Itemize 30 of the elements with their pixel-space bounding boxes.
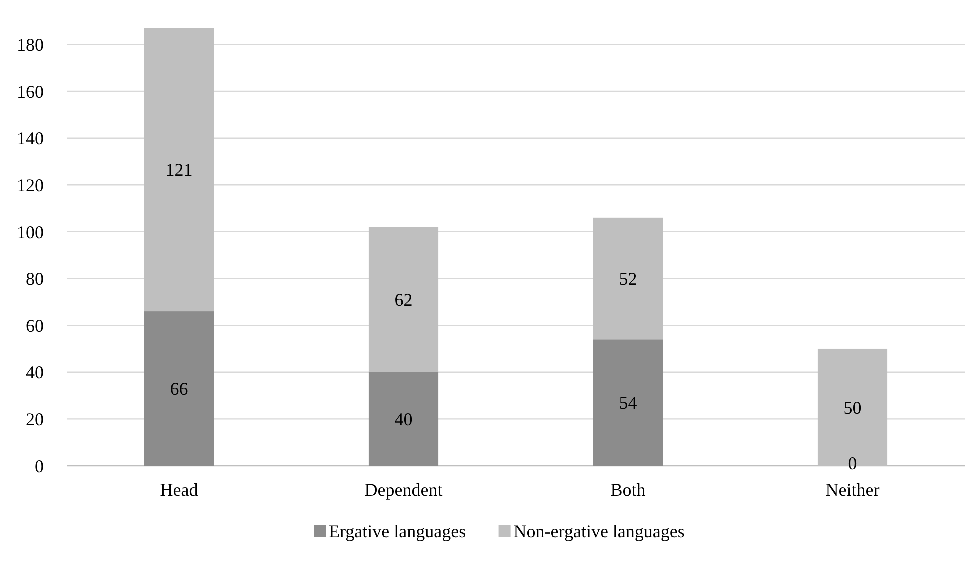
y-tick-label: 60 bbox=[26, 316, 44, 336]
y-tick-label: 140 bbox=[17, 128, 44, 149]
y-tick-label: 0 bbox=[35, 456, 44, 476]
y-tick-label: 40 bbox=[26, 362, 44, 383]
x-tick-label: Head bbox=[160, 480, 198, 500]
legend-label: Non-ergative languages bbox=[514, 521, 685, 542]
bar bbox=[368, 372, 439, 466]
data-label: 50 bbox=[844, 398, 862, 418]
y-tick-label: 80 bbox=[26, 269, 44, 290]
data-label: 62 bbox=[394, 290, 413, 310]
bar bbox=[593, 340, 664, 466]
data-label: 66 bbox=[170, 379, 188, 400]
y-tick-label: 180 bbox=[17, 35, 44, 56]
y-tick-label: 100 bbox=[17, 222, 44, 242]
bar bbox=[593, 218, 664, 340]
bar bbox=[368, 227, 439, 372]
x-tick-label: Dependent bbox=[364, 480, 443, 500]
y-tick-label: 120 bbox=[17, 175, 44, 196]
bar bbox=[144, 28, 214, 312]
y-tick-label: 160 bbox=[17, 82, 44, 102]
legend-label: Ergative languages bbox=[329, 521, 466, 542]
x-tick-label: Both bbox=[610, 480, 646, 500]
y-tick-label: 20 bbox=[26, 409, 44, 430]
data-label: 54 bbox=[619, 393, 638, 414]
bar bbox=[144, 312, 214, 466]
data-label: 52 bbox=[619, 269, 638, 290]
data-label: 121 bbox=[166, 160, 193, 180]
annotation: 0 bbox=[848, 453, 858, 474]
data-label: 40 bbox=[394, 409, 413, 430]
x-tick-label: Neither bbox=[826, 480, 880, 500]
